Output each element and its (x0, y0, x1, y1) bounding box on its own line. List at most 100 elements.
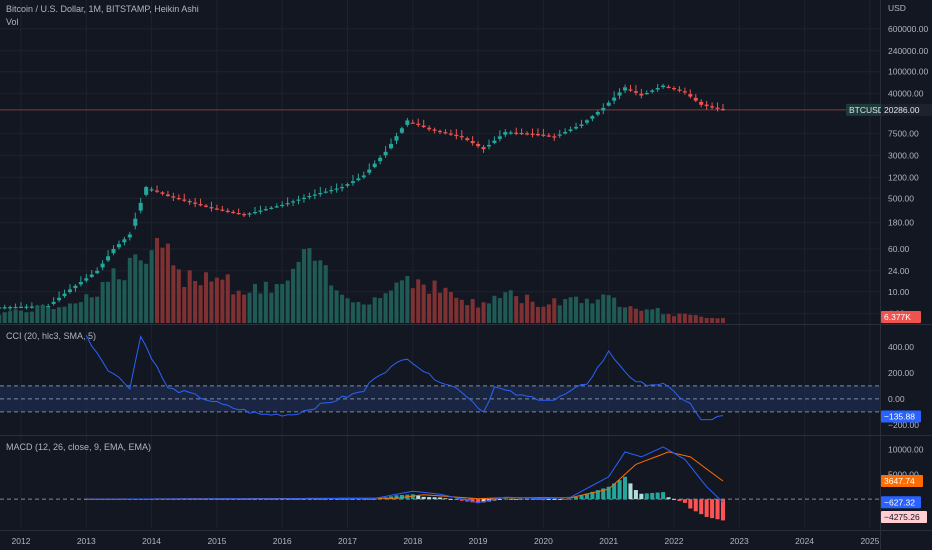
candle-body[interactable] (220, 209, 225, 211)
macd-histogram-bar[interactable] (459, 499, 464, 501)
volume-bar[interactable] (301, 248, 306, 323)
volume-bar[interactable] (699, 316, 704, 323)
candle-body[interactable] (62, 293, 67, 297)
candle-body[interactable] (242, 214, 247, 216)
candle-body[interactable] (361, 175, 366, 178)
candle-body[interactable] (541, 134, 546, 136)
macd-histogram-bar[interactable] (590, 491, 595, 500)
candle-body[interactable] (57, 297, 62, 301)
macd-histogram-bar[interactable] (367, 499, 372, 500)
volume-bar[interactable] (421, 284, 426, 323)
candle-body[interactable] (29, 306, 34, 308)
macd-histogram-bar[interactable] (263, 499, 268, 500)
macd-pane[interactable] (0, 446, 880, 521)
volume-bar[interactable] (350, 302, 355, 323)
candle-body[interactable] (138, 202, 143, 211)
candle-body[interactable] (443, 132, 448, 134)
volume-bar[interactable] (519, 303, 524, 323)
candle-body[interactable] (563, 131, 568, 134)
volume-bar[interactable] (231, 294, 236, 323)
volume-bar[interactable] (644, 309, 649, 323)
volume-bar[interactable] (35, 305, 40, 323)
cci-line[interactable] (85, 335, 724, 421)
volume-bar[interactable] (51, 309, 56, 323)
macd-histogram-bar[interactable] (584, 493, 589, 500)
macd-histogram-bar[interactable] (421, 496, 426, 500)
volume-bar[interactable] (24, 312, 29, 323)
volume-bar[interactable] (127, 257, 132, 323)
candle-body[interactable] (612, 97, 617, 101)
candle-body[interactable] (111, 248, 116, 254)
volume-bar[interactable] (454, 297, 459, 323)
macd-histogram-bar[interactable] (508, 498, 513, 500)
candle-body[interactable] (633, 91, 638, 93)
candle-body[interactable] (95, 270, 100, 274)
candle-body[interactable] (13, 306, 18, 309)
volume-bar[interactable] (46, 307, 51, 323)
macd-histogram-bar[interactable] (160, 499, 165, 500)
volume-bar[interactable] (497, 298, 502, 323)
candle-body[interactable] (372, 163, 377, 168)
candle-body[interactable] (410, 122, 415, 124)
volume-bar[interactable] (612, 297, 617, 323)
volume-bar[interactable] (514, 296, 519, 323)
volume-bar[interactable] (606, 295, 611, 323)
macd-histogram-bar[interactable] (296, 499, 301, 500)
candle-body[interactable] (127, 234, 132, 238)
macd-histogram-bar[interactable] (617, 480, 622, 500)
macd-histogram-bar[interactable] (198, 499, 203, 500)
candle-body[interactable] (133, 218, 138, 226)
volume-bar[interactable] (715, 318, 720, 323)
macd-histogram-bar[interactable] (242, 499, 247, 500)
macd-histogram-bar[interactable] (720, 499, 725, 521)
candle-body[interactable] (116, 244, 121, 248)
macd-histogram-bar[interactable] (144, 499, 149, 500)
macd-histogram-bar[interactable] (443, 498, 448, 500)
candle-body[interactable] (389, 143, 394, 149)
candle-body[interactable] (252, 212, 258, 214)
macd-histogram-bar[interactable] (291, 499, 296, 500)
volume-bar[interactable] (437, 292, 443, 323)
candle-body[interactable] (149, 189, 154, 191)
volume-bar[interactable] (329, 285, 334, 323)
macd-histogram-bar[interactable] (497, 499, 502, 500)
candle-body[interactable] (51, 301, 56, 304)
candle-body[interactable] (67, 289, 72, 293)
candle-body[interactable] (8, 307, 13, 309)
macd-histogram-bar[interactable] (650, 492, 655, 500)
macd-histogram-bar[interactable] (563, 498, 568, 500)
volume-bar[interactable] (258, 293, 263, 323)
candle-body[interactable] (514, 132, 519, 134)
volume-bar[interactable] (476, 307, 481, 323)
candle-body[interactable] (160, 192, 165, 194)
volume-bar[interactable] (106, 281, 111, 323)
volume-bar[interactable] (182, 286, 187, 323)
volume-bar[interactable] (236, 290, 241, 323)
candle-body[interactable] (73, 285, 78, 289)
macd-line[interactable] (86, 446, 724, 504)
candle-body[interactable] (459, 136, 464, 138)
candle-body[interactable] (525, 133, 530, 135)
macd-histogram-bar[interactable] (606, 486, 611, 500)
candle-body[interactable] (258, 210, 263, 212)
candle-body[interactable] (2, 307, 7, 309)
volume-bar[interactable] (361, 304, 366, 323)
candle-body[interactable] (486, 144, 492, 147)
macd-histogram-bar[interactable] (546, 499, 551, 500)
volume-bar[interactable] (682, 313, 687, 323)
macd-histogram-bar[interactable] (574, 496, 579, 500)
macd-histogram-bar[interactable] (595, 490, 600, 500)
candle-body[interactable] (345, 184, 350, 186)
volume-bar[interactable] (84, 294, 89, 323)
macd-histogram-bar[interactable] (410, 494, 415, 500)
volume-bar[interactable] (345, 298, 350, 323)
volume-bar[interactable] (399, 280, 404, 323)
candle-body[interactable] (448, 133, 453, 135)
volume-bar[interactable] (584, 298, 589, 323)
macd-histogram-bar[interactable] (225, 499, 230, 500)
volume-bar[interactable] (595, 299, 600, 323)
macd-histogram-bar[interactable] (329, 499, 334, 500)
candle-body[interactable] (601, 107, 606, 111)
macd-histogram-bar[interactable] (432, 497, 437, 500)
volume-bar[interactable] (318, 260, 323, 323)
